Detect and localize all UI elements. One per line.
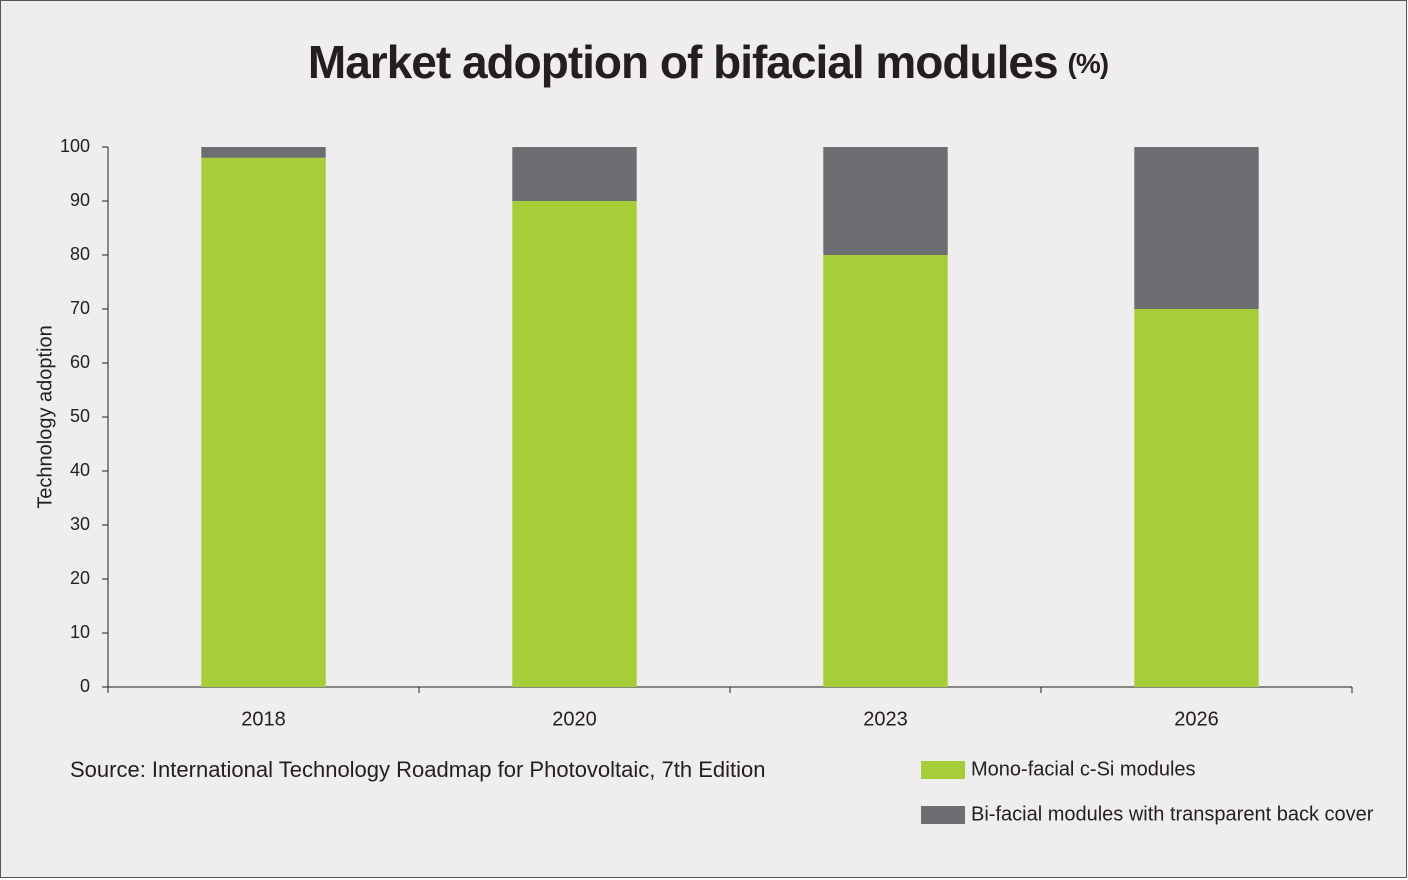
title-main: Market adoption of bifacial modules: [308, 36, 1058, 88]
y-tick-label: 50: [70, 406, 90, 426]
bar-segment: [823, 255, 948, 687]
bar-segment: [201, 157, 326, 688]
bar-segment: [1134, 309, 1259, 687]
bar-segment: [512, 201, 637, 687]
x-tick-label: 2026: [1174, 708, 1219, 730]
y-tick-label: 80: [70, 244, 90, 264]
y-tick-label: 90: [70, 190, 90, 210]
legend-label: Bi-facial modules with transparent back …: [971, 803, 1374, 825]
bar-segment: [823, 147, 948, 255]
title-suffix: (%): [1068, 48, 1109, 79]
bar-segment: [1134, 147, 1259, 309]
y-tick-label: 0: [80, 676, 90, 696]
y-tick-label: 10: [70, 622, 90, 642]
bar-segment: [201, 147, 326, 158]
y-tick-label: 20: [70, 568, 90, 588]
legend-swatch: [921, 761, 965, 779]
y-tick-label: 30: [70, 514, 90, 534]
source-note: Source: International Technology Roadmap…: [70, 757, 765, 782]
y-tick-label: 60: [70, 352, 90, 372]
x-tick-label: 2018: [241, 708, 286, 730]
bar-segment: [512, 147, 637, 201]
legend-label: Mono-facial c-Si modules: [971, 758, 1196, 780]
legend-swatch: [921, 806, 965, 824]
chart-title: Market adoption of bifacial modules (%): [308, 36, 1108, 88]
y-axis-label: Technology adoption: [34, 325, 56, 508]
x-tick-label: 2023: [863, 708, 908, 730]
x-tick-label: 2020: [552, 708, 597, 730]
y-tick-label: 100: [60, 136, 90, 156]
y-tick-label: 70: [70, 298, 90, 318]
y-tick-label: 40: [70, 460, 90, 480]
